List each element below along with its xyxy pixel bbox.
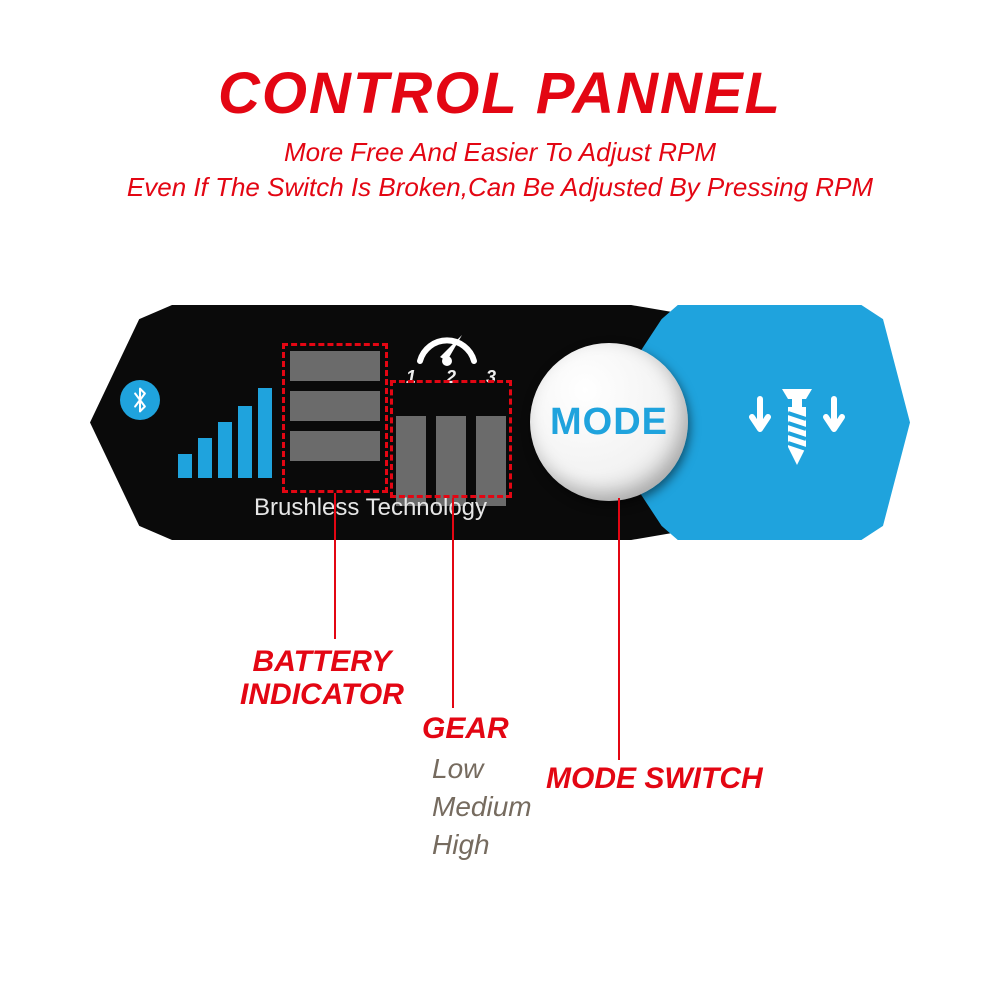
control-panel: 1 2 3 Brushless Technology MODE xyxy=(90,305,910,540)
annot-battery: BATTERYINDICATOR xyxy=(202,645,442,711)
battery-bar-5 xyxy=(258,388,272,478)
gear-col-1: 1 xyxy=(396,391,426,506)
gear-level-medium: Medium xyxy=(432,788,532,826)
page-title: CONTROL PANNEL xyxy=(0,60,1000,127)
lead-line-battery xyxy=(334,493,336,639)
bluetooth-icon xyxy=(120,380,160,420)
gear-level-high: High xyxy=(432,826,532,864)
battery-bar-4 xyxy=(238,406,252,478)
annot-gear: GEAR xyxy=(422,712,509,745)
gear-col-2: 2 xyxy=(436,391,466,506)
mode-button[interactable]: MODE xyxy=(530,343,688,501)
speed-gauge-icon xyxy=(412,321,482,369)
subtitle-line-1: More Free And Easier To Adjust RPM xyxy=(0,135,1000,170)
battery-bar-1 xyxy=(178,454,192,478)
gear-bar-3 xyxy=(476,416,506,506)
indicator-seg-1 xyxy=(290,351,380,381)
gear-bar-1 xyxy=(396,416,426,506)
annot-mode: MODE SWITCH xyxy=(546,762,763,795)
subtitle-line-2: Even If The Switch Is Broken,Can Be Adju… xyxy=(0,170,1000,205)
tek-screw-icon xyxy=(742,369,852,479)
battery-bar-3 xyxy=(218,422,232,478)
gear-levels-list: Low Medium High xyxy=(432,750,532,863)
gear-num-2: 2 xyxy=(446,367,456,388)
lead-line-gear xyxy=(452,498,454,708)
gear-num-3: 3 xyxy=(486,367,496,388)
indicator-seg-2 xyxy=(290,391,380,421)
indicator-seg-3 xyxy=(290,431,380,461)
infographic-root: CONTROL PANNEL More Free And Easier To A… xyxy=(0,0,1000,1000)
gear-col-3: 3 xyxy=(476,391,506,506)
lead-line-mode xyxy=(618,498,620,760)
annot-battery-text: BATTERYINDICATOR xyxy=(240,645,404,711)
gear-bar-2 xyxy=(436,416,466,506)
gear-num-1: 1 xyxy=(406,367,416,388)
mode-button-label: MODE xyxy=(550,401,668,444)
gear-bars: 1 2 3 xyxy=(396,391,506,506)
battery-bar-2 xyxy=(198,438,212,478)
gear-level-low: Low xyxy=(432,750,532,788)
battery-level-bars xyxy=(178,388,272,478)
indicator-segments xyxy=(290,351,380,461)
